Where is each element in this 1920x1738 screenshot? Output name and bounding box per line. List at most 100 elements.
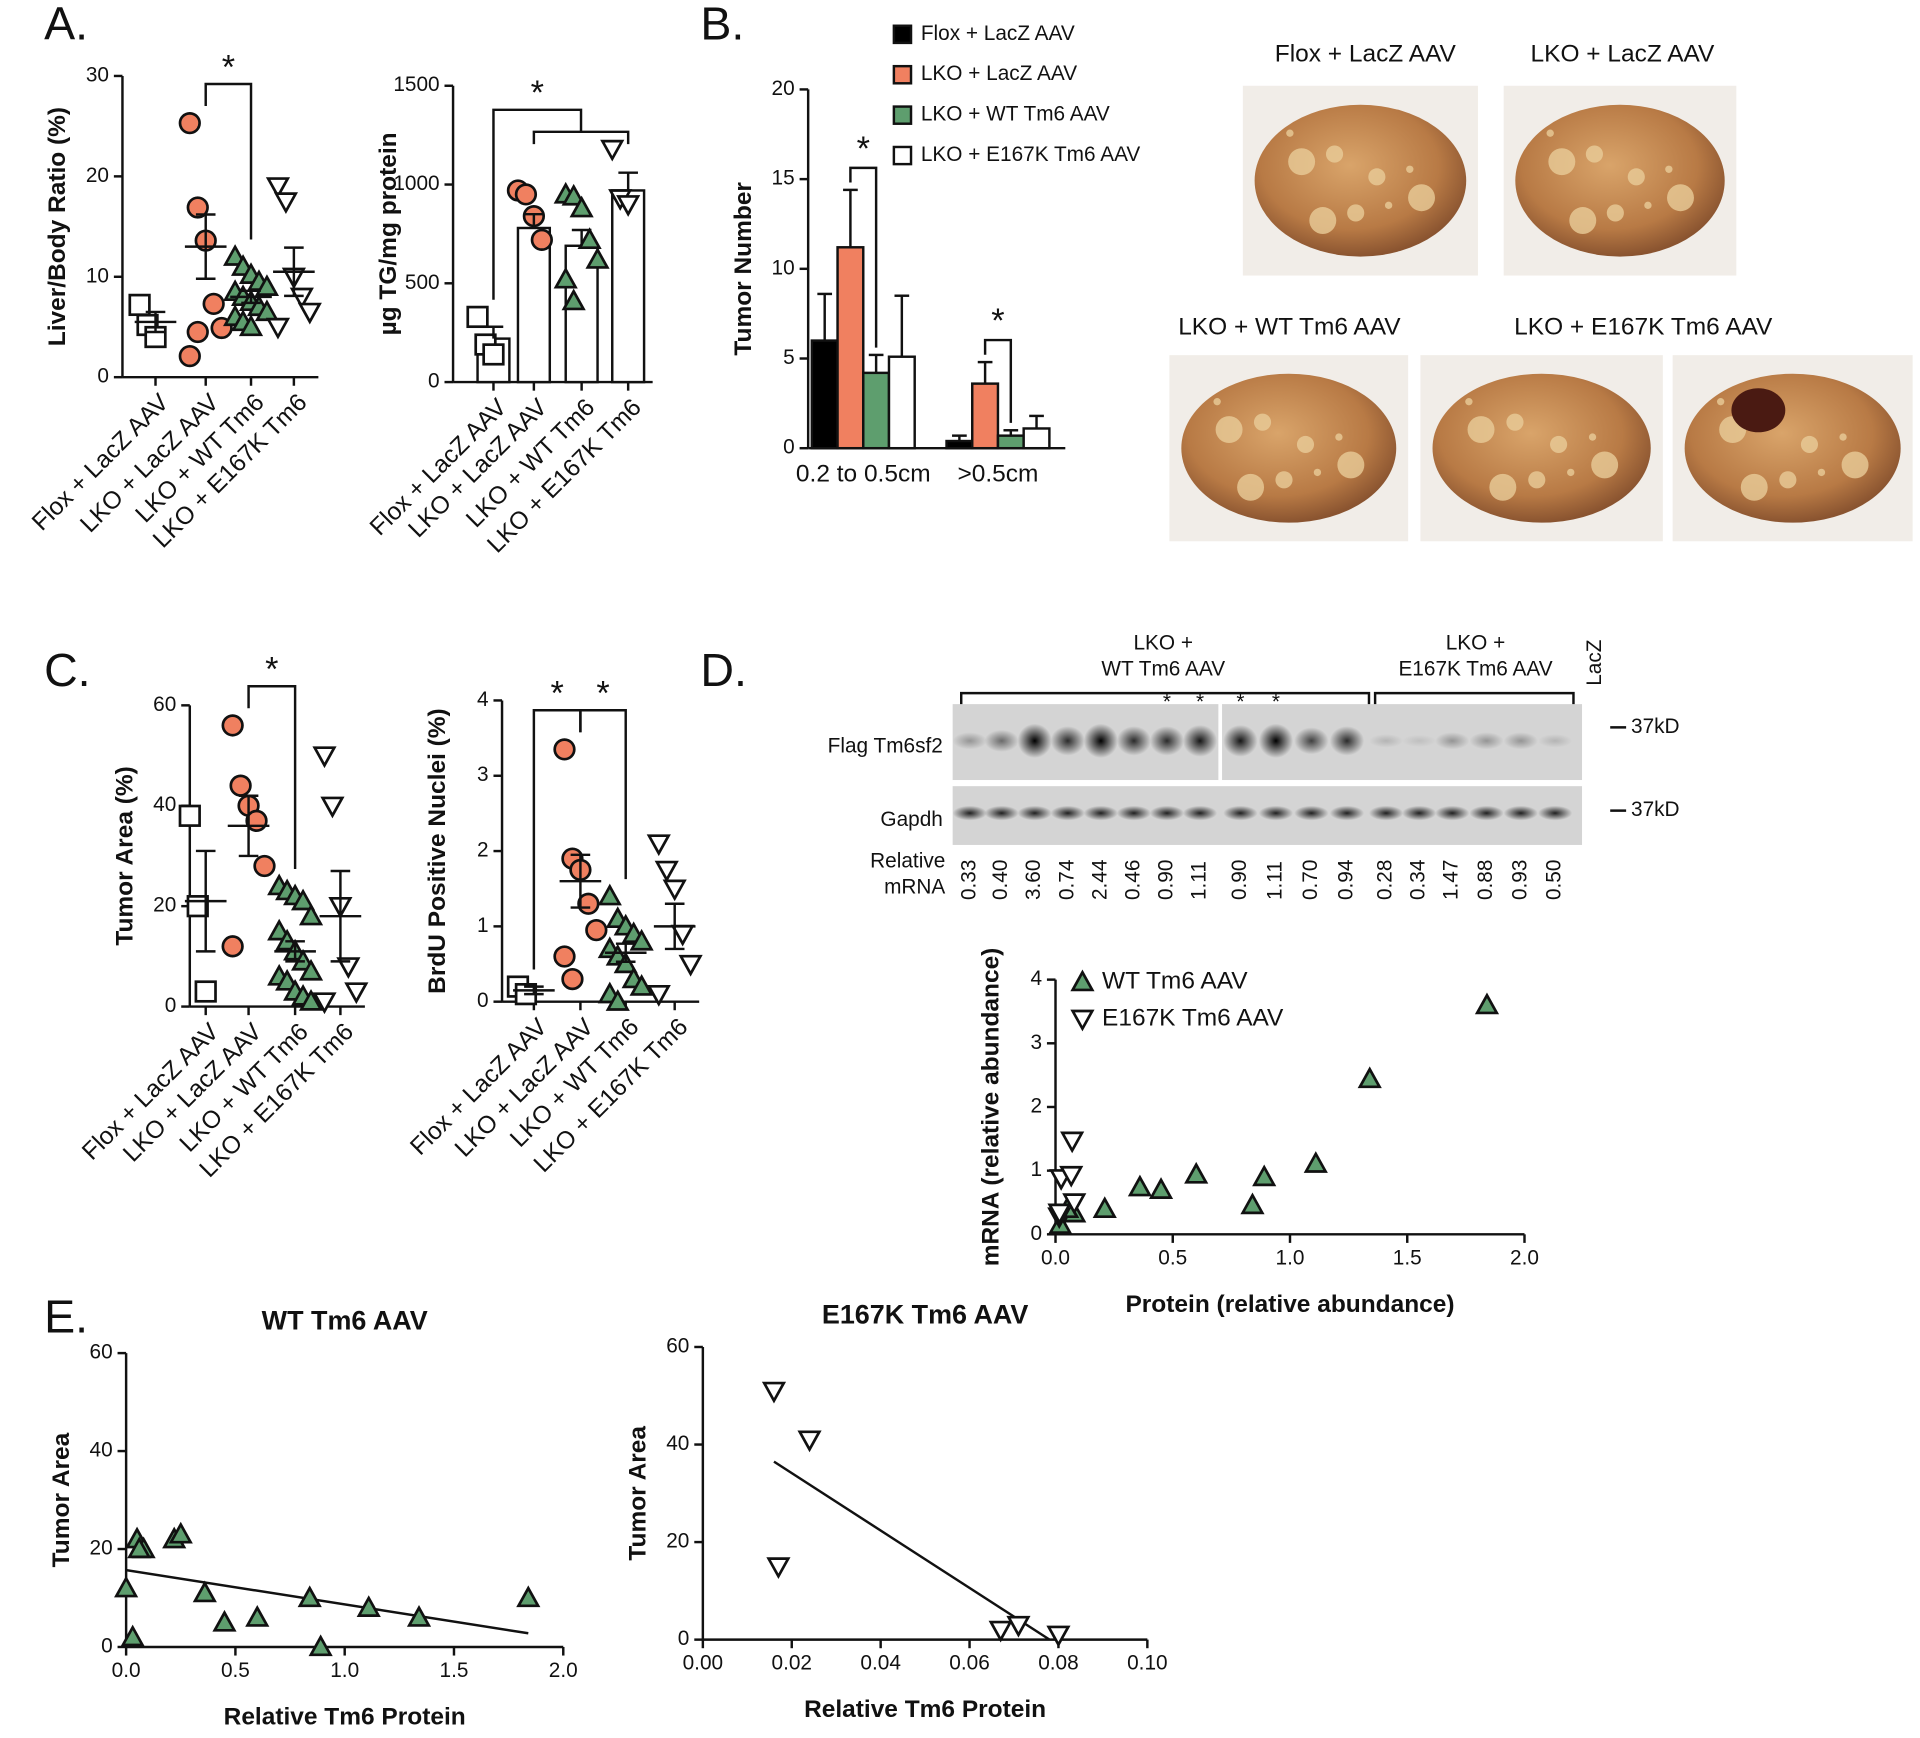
legend-swatch xyxy=(892,105,913,125)
lane-star: * xyxy=(1196,690,1204,713)
dot xyxy=(561,288,586,311)
row-label: mRNA xyxy=(884,875,945,898)
error-bar xyxy=(524,212,544,228)
dot xyxy=(298,988,324,1011)
band xyxy=(984,805,1019,821)
dot xyxy=(212,1609,237,1632)
mrna-value: 0.46 xyxy=(1121,860,1144,900)
dot xyxy=(585,918,608,942)
nodule xyxy=(1275,471,1293,489)
nodule xyxy=(1550,435,1568,454)
band xyxy=(1469,732,1504,750)
nodule xyxy=(1408,184,1436,212)
bar xyxy=(996,434,1025,450)
dot xyxy=(616,195,641,217)
band xyxy=(1223,805,1258,821)
dot xyxy=(253,854,276,878)
band xyxy=(1435,805,1470,821)
liver-photo xyxy=(1420,355,1663,542)
nodule xyxy=(1716,397,1725,406)
y-tick-label: 0 xyxy=(428,370,440,393)
nodule xyxy=(1325,145,1344,163)
band xyxy=(1537,805,1573,821)
dot xyxy=(1252,1164,1277,1187)
nodule xyxy=(1585,145,1603,163)
panel-label: D. xyxy=(700,644,747,696)
fit-line xyxy=(773,1460,1051,1641)
x-tick-label: 1.0 xyxy=(330,1659,359,1682)
dot xyxy=(114,1575,139,1598)
dot xyxy=(553,738,576,761)
y-axis-label: Tumor Area xyxy=(48,1432,75,1567)
x-tick-label: 0.10 xyxy=(1127,1652,1167,1675)
nodule xyxy=(1548,148,1576,176)
nodule xyxy=(1309,207,1337,234)
bar xyxy=(836,246,865,450)
dot xyxy=(1127,1174,1153,1197)
significance: * xyxy=(857,130,870,168)
band xyxy=(1116,726,1152,756)
band xyxy=(1503,732,1538,750)
nodule xyxy=(1368,168,1386,186)
dot xyxy=(312,746,337,769)
dot xyxy=(406,1605,432,1627)
dot xyxy=(553,945,576,968)
error-bar xyxy=(145,310,166,334)
band xyxy=(1258,805,1294,821)
x-tick-label: 1.5 xyxy=(440,1659,469,1682)
nodule xyxy=(1465,397,1473,406)
legend-swatch xyxy=(892,24,913,45)
y-tick-label: 5 xyxy=(783,346,795,369)
group-label: E167K Tm6 AAV xyxy=(1398,657,1552,680)
band xyxy=(1503,805,1538,821)
y-axis-label: BrdU Positive Nuclei (%) xyxy=(424,708,451,994)
band xyxy=(1435,732,1470,750)
legend-label: Flox + LacZ AAV xyxy=(921,22,1075,45)
y-tick-label: 1 xyxy=(1030,1158,1042,1181)
error-bar xyxy=(615,942,636,963)
y-tick-label: 40 xyxy=(153,793,176,816)
dot xyxy=(336,957,361,979)
group-label: LKO + xyxy=(1133,632,1193,655)
mrna-value: 0.50 xyxy=(1543,860,1566,900)
dot xyxy=(297,302,322,325)
y-tick-label: 30 xyxy=(86,63,109,86)
bracket xyxy=(492,108,583,300)
bar xyxy=(945,439,974,450)
dot xyxy=(186,196,209,219)
nodule xyxy=(1839,433,1847,441)
error-bar xyxy=(894,294,910,357)
band xyxy=(1329,726,1365,756)
y-tick-label: 2 xyxy=(477,839,489,862)
dot xyxy=(569,195,594,218)
y-axis-label: Tumor Number xyxy=(730,182,757,356)
legend-label: WT Tm6 AAV xyxy=(1102,968,1248,995)
significance: * xyxy=(596,675,609,713)
significance: * xyxy=(531,74,544,112)
nodule xyxy=(1528,471,1546,489)
band xyxy=(1294,727,1329,755)
nodule xyxy=(1467,416,1495,444)
legend-label: LKO + LacZ AAV xyxy=(921,62,1077,85)
band xyxy=(1182,724,1218,757)
dot xyxy=(221,935,244,958)
lane-star: * xyxy=(1272,690,1280,713)
y-tick-label: 20 xyxy=(666,1530,689,1553)
dot xyxy=(1357,1066,1382,1089)
nodule xyxy=(1347,204,1365,222)
dot xyxy=(186,320,209,344)
row-label: Gapdh xyxy=(880,808,942,831)
dot xyxy=(229,774,252,797)
y-tick-label: 4 xyxy=(1030,967,1042,990)
dot xyxy=(245,1605,270,1627)
dot xyxy=(530,228,553,251)
y-tick-label: 4 xyxy=(477,688,489,711)
dot xyxy=(202,292,225,316)
dot xyxy=(254,299,280,322)
dot xyxy=(678,954,703,977)
x-tick-label: 0.00 xyxy=(683,1652,723,1675)
dot xyxy=(178,804,201,827)
liver xyxy=(1684,373,1901,523)
error-bar xyxy=(977,360,993,384)
dot xyxy=(312,992,337,1015)
